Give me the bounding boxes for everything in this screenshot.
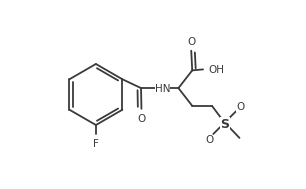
Text: F: F <box>93 139 99 149</box>
Text: O: O <box>236 102 244 112</box>
Text: HN: HN <box>155 84 170 94</box>
Text: O: O <box>205 135 214 145</box>
Text: O: O <box>137 114 146 124</box>
Text: O: O <box>187 37 195 47</box>
Text: S: S <box>220 118 229 131</box>
Text: OH: OH <box>208 65 224 75</box>
